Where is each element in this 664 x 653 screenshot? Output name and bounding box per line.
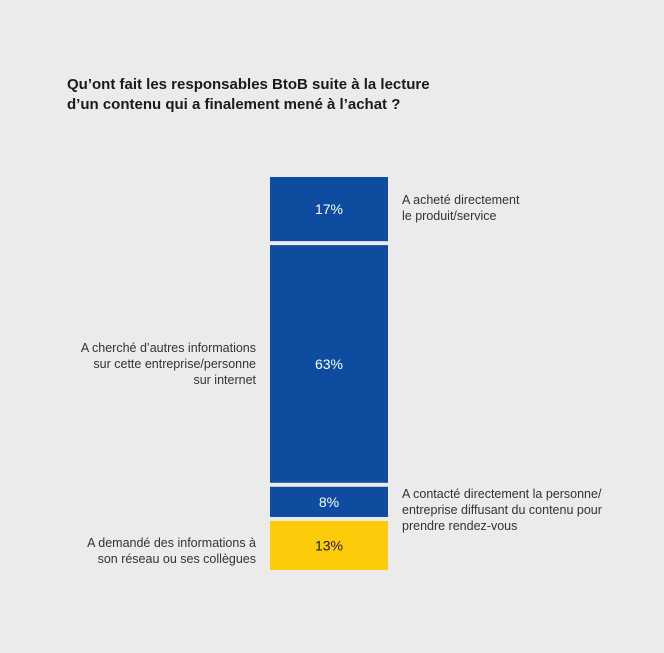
bar-value-label: 8%: [319, 494, 339, 510]
annotation-contacted-directly: A contacté directement la personne/ entr…: [402, 486, 602, 534]
bar-segment-contacted-directly: [270, 486, 388, 517]
annotation-line: prendre rendez-vous: [402, 519, 518, 533]
annotation-bought-directly: A acheté directement le produit/service: [402, 192, 519, 224]
bar-segment-bought-directly: [270, 177, 388, 242]
bar-value-label: 13%: [315, 537, 343, 553]
annotation-line: A contacté directement la personne/: [402, 487, 602, 501]
annotation-line: son réseau ou ses collègues: [97, 552, 256, 566]
chart-title-line-2: d’un contenu qui a finalement mené à l’a…: [67, 96, 401, 113]
chart-title-line-1: Qu’ont fait les responsables BtoB suite …: [67, 76, 430, 93]
bar-segment-searched-info: [270, 245, 388, 483]
annotation-line: A acheté directement: [402, 193, 520, 207]
bar-value-label: 17%: [315, 201, 343, 217]
annotation-line: A cherché d’autres informations: [80, 341, 256, 355]
annotation-asked-network: A demandé des informations à son réseau …: [87, 535, 256, 567]
bar-value-label: 63%: [315, 356, 343, 372]
annotation-searched-info: A cherché d’autres informations sur cett…: [81, 340, 256, 388]
annotation-line: A demandé des informations à: [87, 536, 256, 550]
annotation-line: le produit/service: [402, 209, 497, 223]
chart-title: Qu’ont fait les responsables BtoB suite …: [67, 75, 507, 115]
annotation-line: entreprise diffusant du contenu pour: [402, 503, 602, 517]
annotation-line: sur cette entreprise/personne: [93, 357, 256, 371]
bar-segment-asked-network: [270, 520, 388, 570]
annotation-line: sur internet: [193, 373, 256, 387]
